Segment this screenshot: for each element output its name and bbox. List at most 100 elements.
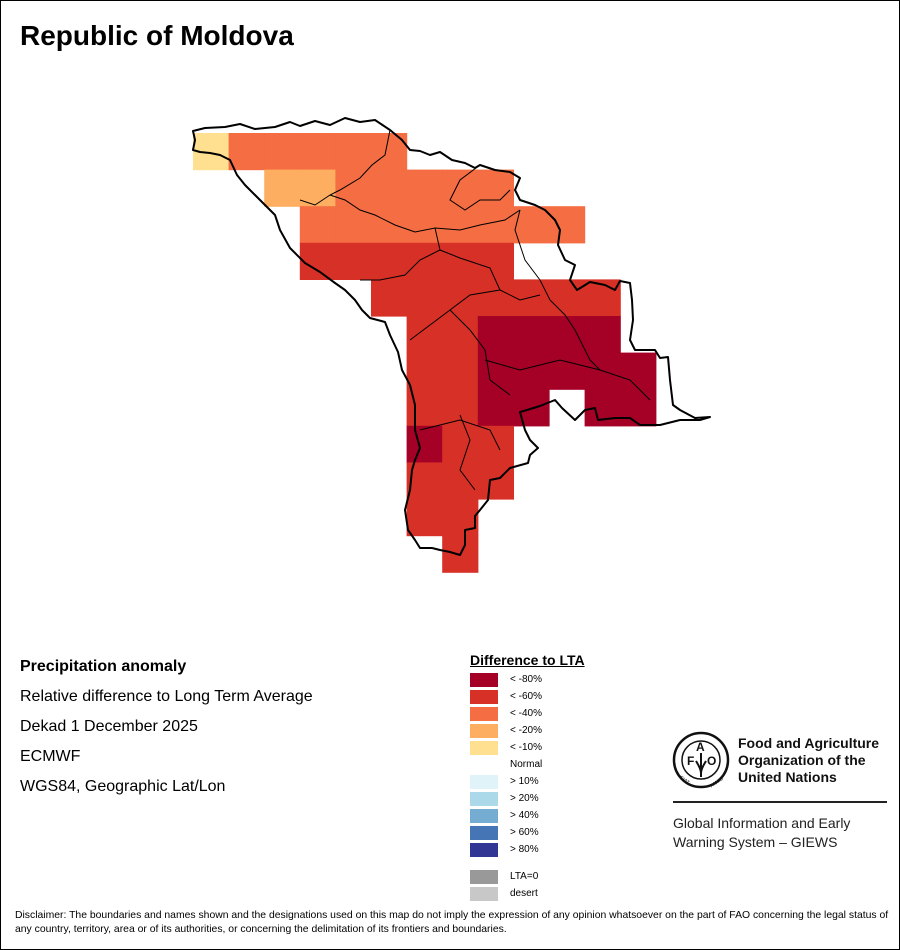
grid-cell xyxy=(335,242,372,280)
grid-cell xyxy=(442,242,479,280)
grid-cell xyxy=(513,279,550,317)
fao-logo-icon: F A O FIAT PANIS xyxy=(672,731,730,789)
grid-cell xyxy=(549,352,586,390)
divider xyxy=(673,801,887,803)
legend-item: > 60% xyxy=(470,824,585,841)
legend-item: desert xyxy=(470,885,585,902)
grid-cell xyxy=(264,133,301,171)
grid-cell xyxy=(335,169,372,207)
grid-cell xyxy=(371,279,408,317)
legend-swatch xyxy=(470,774,498,789)
legend-swatch xyxy=(470,791,498,806)
grid-cell xyxy=(442,206,479,244)
giews-line: Warning System – GIEWS xyxy=(673,834,838,850)
grid-cell xyxy=(442,389,479,427)
grid-cell xyxy=(264,169,301,207)
legend-item: < -20% xyxy=(470,722,585,739)
legend-item: Normal xyxy=(470,756,585,773)
legend-label: < -20% xyxy=(510,725,542,736)
grid-cell xyxy=(406,242,443,280)
legend-item: LTA=0 xyxy=(470,868,585,885)
grid-cell xyxy=(335,206,372,244)
grid-cell xyxy=(477,425,514,463)
grid-cell xyxy=(299,169,336,207)
svg-text:O: O xyxy=(707,754,716,768)
legend-label: > 40% xyxy=(510,810,539,821)
anomaly-grid xyxy=(193,133,657,573)
disclaimer: Disclaimer: The boundaries and names sho… xyxy=(15,910,889,935)
grid-cell xyxy=(477,462,514,500)
grid-cell xyxy=(442,499,479,537)
grid-cell xyxy=(371,206,408,244)
legend-label: desert xyxy=(510,888,538,899)
info-source: ECMWF xyxy=(20,748,81,765)
fao-name: Food and Agriculture Organization of the… xyxy=(738,735,879,786)
legend: Difference to LTA < -80% < -60% < -40% < -2… xyxy=(470,652,585,902)
legend-item: < -40% xyxy=(470,705,585,722)
legend-swatch xyxy=(470,672,498,687)
grid-cell xyxy=(477,316,514,354)
legend-label: LTA=0 xyxy=(510,871,539,882)
grid-cell xyxy=(442,279,479,317)
grid-cell xyxy=(299,133,336,171)
info-period: Dekad 1 December 2025 xyxy=(20,718,198,735)
legend-item: > 80% xyxy=(470,841,585,858)
grid-cell xyxy=(442,425,479,463)
grid-cell xyxy=(406,316,443,354)
legend-label: > 10% xyxy=(510,776,539,787)
legend-swatch xyxy=(470,825,498,840)
info-description: Relative difference to Long Term Average xyxy=(20,688,313,705)
grid-cell xyxy=(442,169,479,207)
grid-cell xyxy=(620,352,657,390)
fao-name-line: Organization of the xyxy=(738,752,866,768)
info-projection: WGS84, Geographic Lat/Lon xyxy=(20,778,226,795)
legend-swatch xyxy=(470,757,498,772)
grid-cell xyxy=(406,352,443,390)
grid-cell xyxy=(584,279,621,317)
grid-cell xyxy=(620,389,657,427)
grid-cell xyxy=(228,133,265,171)
grid-cell xyxy=(584,389,621,427)
fao-name-line: Food and Agriculture xyxy=(738,735,880,751)
anomaly-map xyxy=(192,117,711,573)
grid-cell xyxy=(549,206,586,244)
legend-item: < -60% xyxy=(470,688,585,705)
grid-cell xyxy=(299,242,336,280)
legend-swatch xyxy=(470,740,498,755)
legend-swatch xyxy=(470,808,498,823)
legend-label: < -80% xyxy=(510,674,542,685)
grid-cell xyxy=(477,389,514,427)
legend-item: > 10% xyxy=(470,773,585,790)
svg-text:F: F xyxy=(687,754,694,768)
grid-cell xyxy=(442,352,479,390)
grid-cell xyxy=(513,206,550,244)
grid-cell xyxy=(477,279,514,317)
map-title: Republic of Moldova xyxy=(20,20,294,51)
giews-line: Global Information and Early xyxy=(673,815,851,831)
legend-label: < -60% xyxy=(510,691,542,702)
grid-cell xyxy=(584,316,621,354)
legend-label: Normal xyxy=(510,759,543,770)
grid-cell xyxy=(477,206,514,244)
svg-text:FIAT: FIAT xyxy=(678,775,690,786)
grid-cell xyxy=(513,352,550,390)
grid-cell xyxy=(513,316,550,354)
grid-cell xyxy=(477,352,514,390)
grid-cell xyxy=(406,425,443,463)
grid-cell xyxy=(477,242,514,280)
legend-item: > 40% xyxy=(470,807,585,824)
district-borders xyxy=(299,129,651,491)
grid-cell xyxy=(477,169,514,207)
legend-swatch xyxy=(470,706,498,721)
country-border xyxy=(192,117,711,556)
legend-swatch xyxy=(470,886,498,901)
grid-cell xyxy=(371,169,408,207)
info-heading: Precipitation anomaly xyxy=(20,658,187,675)
legend-label: > 60% xyxy=(510,827,539,838)
svg-text:A: A xyxy=(696,740,705,754)
legend-item: < -10% xyxy=(470,739,585,756)
fao-name-line: United Nations xyxy=(738,769,837,785)
legend-item: > 20% xyxy=(470,790,585,807)
grid-cell xyxy=(299,206,336,244)
grid-cell xyxy=(549,279,586,317)
